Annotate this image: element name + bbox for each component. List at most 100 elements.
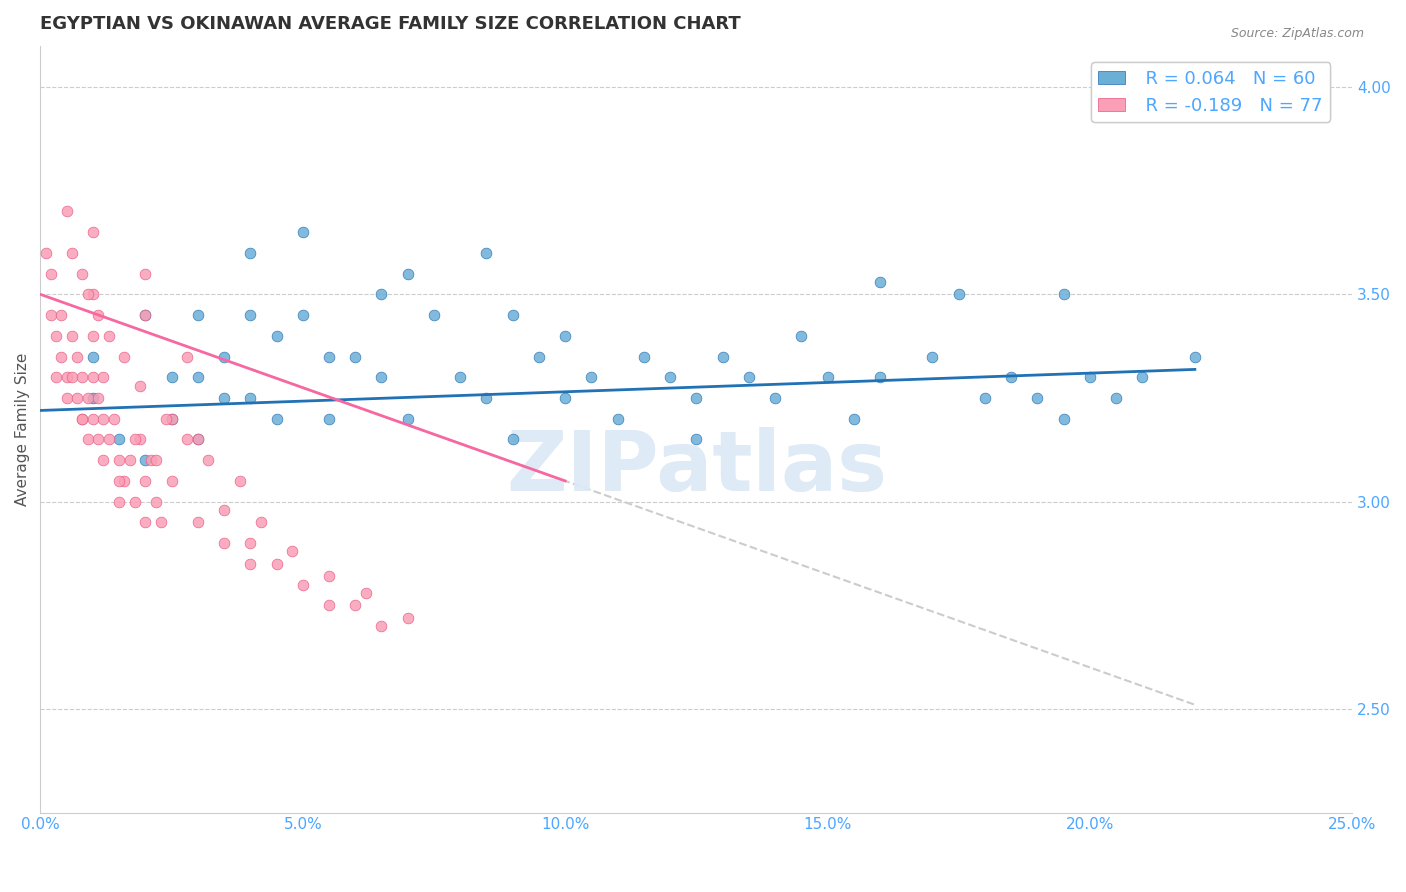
Point xyxy=(633,350,655,364)
Point xyxy=(118,453,141,467)
Point xyxy=(212,503,235,517)
Point xyxy=(82,328,104,343)
Point xyxy=(763,391,786,405)
Point xyxy=(76,391,98,405)
Point xyxy=(82,391,104,405)
Point xyxy=(150,516,173,530)
Point xyxy=(134,308,156,322)
Point xyxy=(93,453,115,467)
Legend:   R = 0.064   N = 60,   R = -0.189   N = 77: R = 0.064 N = 60, R = -0.189 N = 77 xyxy=(1091,62,1330,122)
Point xyxy=(124,433,146,447)
Point xyxy=(527,350,550,364)
Point xyxy=(685,433,707,447)
Point xyxy=(124,494,146,508)
Point xyxy=(176,433,198,447)
Point xyxy=(948,287,970,301)
Point xyxy=(869,370,891,384)
Point xyxy=(108,433,131,447)
Point xyxy=(82,370,104,384)
Point xyxy=(139,453,162,467)
Point xyxy=(108,474,131,488)
Point xyxy=(502,308,524,322)
Point xyxy=(60,370,83,384)
Point xyxy=(869,275,891,289)
Point xyxy=(281,544,304,558)
Point xyxy=(449,370,471,384)
Point xyxy=(396,611,419,625)
Point xyxy=(1078,370,1101,384)
Point xyxy=(475,391,498,405)
Point xyxy=(370,370,392,384)
Point xyxy=(229,474,252,488)
Point xyxy=(155,411,177,425)
Point xyxy=(55,204,77,219)
Text: EGYPTIAN VS OKINAWAN AVERAGE FAMILY SIZE CORRELATION CHART: EGYPTIAN VS OKINAWAN AVERAGE FAMILY SIZE… xyxy=(41,15,741,33)
Point xyxy=(160,474,183,488)
Point xyxy=(160,370,183,384)
Point xyxy=(554,328,576,343)
Point xyxy=(160,411,183,425)
Point xyxy=(55,370,77,384)
Point xyxy=(606,411,628,425)
Point xyxy=(239,557,262,571)
Point xyxy=(1105,391,1128,405)
Point xyxy=(1053,287,1076,301)
Point xyxy=(87,308,110,322)
Point xyxy=(318,411,340,425)
Point xyxy=(82,287,104,301)
Point xyxy=(354,586,377,600)
Point xyxy=(108,453,131,467)
Point xyxy=(554,391,576,405)
Point xyxy=(134,453,156,467)
Point xyxy=(1000,370,1022,384)
Point xyxy=(187,308,209,322)
Point xyxy=(60,246,83,260)
Point xyxy=(112,474,135,488)
Point xyxy=(249,516,271,530)
Point xyxy=(97,328,120,343)
Point xyxy=(45,370,67,384)
Point xyxy=(790,328,813,343)
Point xyxy=(239,308,262,322)
Point xyxy=(212,391,235,405)
Point xyxy=(266,557,288,571)
Y-axis label: Average Family Size: Average Family Size xyxy=(15,352,30,506)
Point xyxy=(34,246,56,260)
Point xyxy=(197,453,219,467)
Point xyxy=(39,267,62,281)
Point xyxy=(212,536,235,550)
Point xyxy=(1026,391,1049,405)
Point xyxy=(291,577,314,591)
Text: ZIPatlas: ZIPatlas xyxy=(506,427,887,508)
Point xyxy=(108,494,131,508)
Point xyxy=(738,370,761,384)
Point xyxy=(82,225,104,239)
Point xyxy=(370,619,392,633)
Point xyxy=(87,433,110,447)
Point xyxy=(66,391,89,405)
Point xyxy=(344,599,367,613)
Point xyxy=(921,350,943,364)
Point xyxy=(160,411,183,425)
Point xyxy=(817,370,839,384)
Point xyxy=(685,391,707,405)
Point xyxy=(129,433,152,447)
Point xyxy=(291,225,314,239)
Point xyxy=(187,516,209,530)
Point xyxy=(318,569,340,583)
Point xyxy=(239,246,262,260)
Point xyxy=(370,287,392,301)
Point xyxy=(87,391,110,405)
Point xyxy=(72,411,94,425)
Point xyxy=(581,370,603,384)
Point xyxy=(396,267,419,281)
Point xyxy=(842,411,865,425)
Point xyxy=(212,350,235,364)
Point xyxy=(176,350,198,364)
Point xyxy=(1130,370,1153,384)
Point xyxy=(266,411,288,425)
Point xyxy=(60,328,83,343)
Point xyxy=(129,378,152,392)
Point xyxy=(72,411,94,425)
Point xyxy=(134,516,156,530)
